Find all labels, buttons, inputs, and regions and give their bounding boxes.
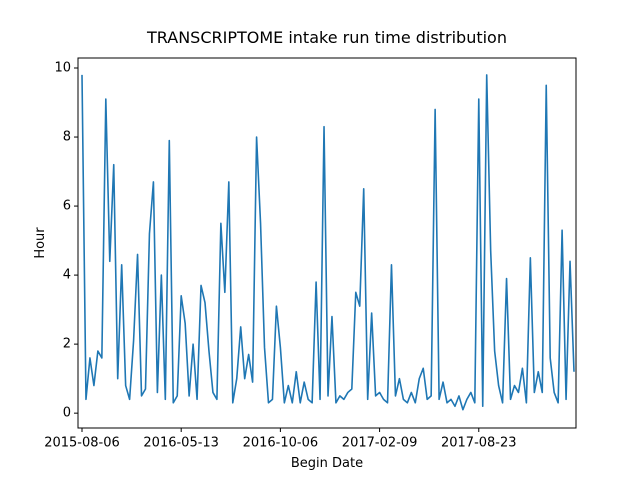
y-tick-label: 0 <box>63 406 71 421</box>
y-tick-label: 4 <box>63 268 71 283</box>
data-line <box>81 74 575 411</box>
y-axis-label: Hour <box>33 227 48 259</box>
plot-frame <box>77 57 577 429</box>
x-tick-label: 2016-10-06 <box>243 436 319 451</box>
y-tick-label: 6 <box>63 199 71 214</box>
y-tick-label: 2 <box>63 337 71 352</box>
x-axis-label: Begin Date <box>291 456 363 471</box>
x-tick-label: 2017-08-23 <box>441 436 517 451</box>
y-tick-label: 8 <box>63 130 71 145</box>
chart-title: TRANSCRIPTOME intake run time distributi… <box>146 28 507 47</box>
x-tick-label: 2015-08-06 <box>44 436 120 451</box>
x-tick-label: 2017-02-09 <box>342 436 418 451</box>
y-tick-label: 10 <box>54 61 71 76</box>
x-tick-label: 2016-05-13 <box>143 436 219 451</box>
